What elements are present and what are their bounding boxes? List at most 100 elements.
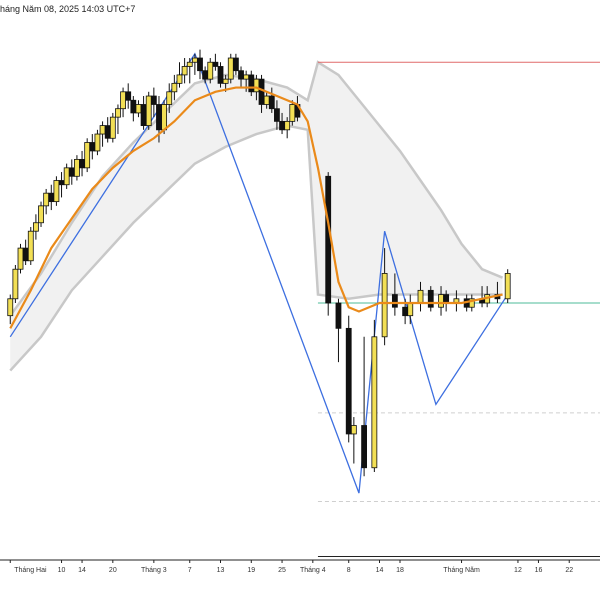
candle — [391, 273, 398, 316]
candle-body-bull — [284, 120, 291, 131]
candle-body-bull — [191, 57, 198, 63]
candle-body-bear — [279, 120, 285, 131]
candle — [109, 112, 116, 143]
candle — [207, 58, 214, 84]
candle-body-bull — [94, 133, 101, 152]
candle-body-bear — [238, 70, 244, 80]
candle-body-bear — [217, 66, 224, 84]
candle-body-bull — [109, 116, 116, 139]
candle-body-bear — [345, 327, 352, 435]
moving-average-line — [9, 86, 503, 329]
candle-body-bear — [212, 61, 219, 67]
candle — [74, 155, 80, 181]
candle-body-bull — [468, 298, 475, 308]
candle-body-bear — [202, 70, 209, 80]
candle — [227, 53, 234, 84]
x-tick-label: 22 — [565, 567, 573, 574]
envelope-fill — [10, 62, 503, 371]
candle-body-bull — [222, 78, 229, 84]
x-tick-label: 16 — [535, 567, 543, 574]
candle — [22, 239, 29, 265]
candle — [145, 91, 152, 130]
candle-body-bull — [32, 222, 39, 232]
candle-body-bear — [258, 78, 265, 105]
candlestick-series — [7, 49, 511, 477]
candle-body-bull — [181, 66, 188, 76]
x-tick-label: 20 — [109, 567, 117, 574]
candle — [32, 214, 39, 240]
candle — [79, 150, 85, 177]
candle — [381, 248, 388, 346]
candle — [150, 87, 157, 118]
candle-body-bull — [166, 91, 173, 105]
x-tick-label: 25 — [278, 567, 286, 574]
candle-body-bull — [417, 289, 424, 304]
candle — [17, 243, 24, 274]
candle-body-bull — [115, 108, 121, 118]
candle-body-bear — [427, 289, 434, 308]
candle-body-bull — [227, 57, 234, 80]
candle-body-bull — [145, 95, 152, 126]
candle-body-bear — [391, 294, 398, 308]
candle — [325, 172, 332, 316]
candle — [140, 96, 147, 130]
candle-body-bear — [58, 180, 65, 186]
candle — [504, 269, 511, 304]
candle — [268, 87, 275, 113]
candle-body-bull — [120, 91, 126, 110]
x-tick-label: 8 — [347, 567, 351, 574]
candle — [48, 184, 55, 211]
candle-body-bull — [171, 82, 178, 93]
candle — [468, 294, 475, 312]
candle-body-bull — [176, 74, 183, 84]
candle — [12, 264, 19, 304]
x-tick-label: Tháng Hai — [14, 567, 47, 574]
candle-body-bear — [402, 306, 409, 317]
x-tick-label: Tháng Năm — [443, 567, 480, 574]
candle — [176, 62, 183, 88]
candle — [197, 49, 203, 80]
candle — [38, 201, 44, 227]
candle-body-bull — [99, 125, 106, 135]
candle-body-bear — [140, 104, 147, 127]
candle-body-bull — [12, 268, 19, 300]
candle-body-bear — [156, 104, 162, 131]
candle-body-bear — [232, 57, 239, 72]
candle — [27, 226, 34, 265]
candle-body-bull — [243, 74, 250, 80]
x-tick-label: 12 — [514, 567, 522, 574]
candle-body-bull — [253, 78, 260, 93]
candle — [361, 336, 368, 477]
candle — [335, 298, 342, 363]
candle — [186, 58, 193, 84]
candle — [217, 62, 224, 88]
candle — [232, 53, 239, 75]
candle-body-bull — [371, 336, 378, 469]
candle-body-bull — [504, 273, 511, 300]
candle-body-bear — [325, 175, 332, 304]
candle-body-bull — [63, 167, 70, 186]
candle-body-bear — [268, 95, 275, 110]
candle — [125, 83, 132, 109]
candle-body-bear — [197, 57, 203, 72]
candle — [135, 100, 142, 118]
x-tick-label: 14 — [78, 567, 86, 574]
x-tick-label: 10 — [58, 567, 66, 574]
x-axis: Tháng Hai 10 14 20 Tháng 3 7 13 19 25 Tháng 4 8 14 1… — [0, 559, 600, 574]
candle — [350, 417, 357, 464]
candle-body-bear — [125, 91, 132, 101]
candle-body-bull — [407, 302, 414, 317]
candle — [115, 104, 121, 135]
candle — [68, 159, 75, 185]
candle-body-bear — [274, 108, 280, 122]
candle-body-bull — [161, 104, 168, 131]
candle — [274, 100, 280, 130]
candle-body-bull — [38, 205, 44, 224]
candle — [345, 315, 352, 443]
candle — [43, 188, 50, 215]
candle — [130, 96, 137, 122]
x-tick-label: Tháng 3 — [141, 567, 167, 574]
chart-timestamp: háng Năm 08, 2025 14:03 UTC+7 — [0, 4, 136, 14]
candle-body-bull — [207, 61, 214, 80]
x-tick-label: 13 — [217, 567, 225, 574]
